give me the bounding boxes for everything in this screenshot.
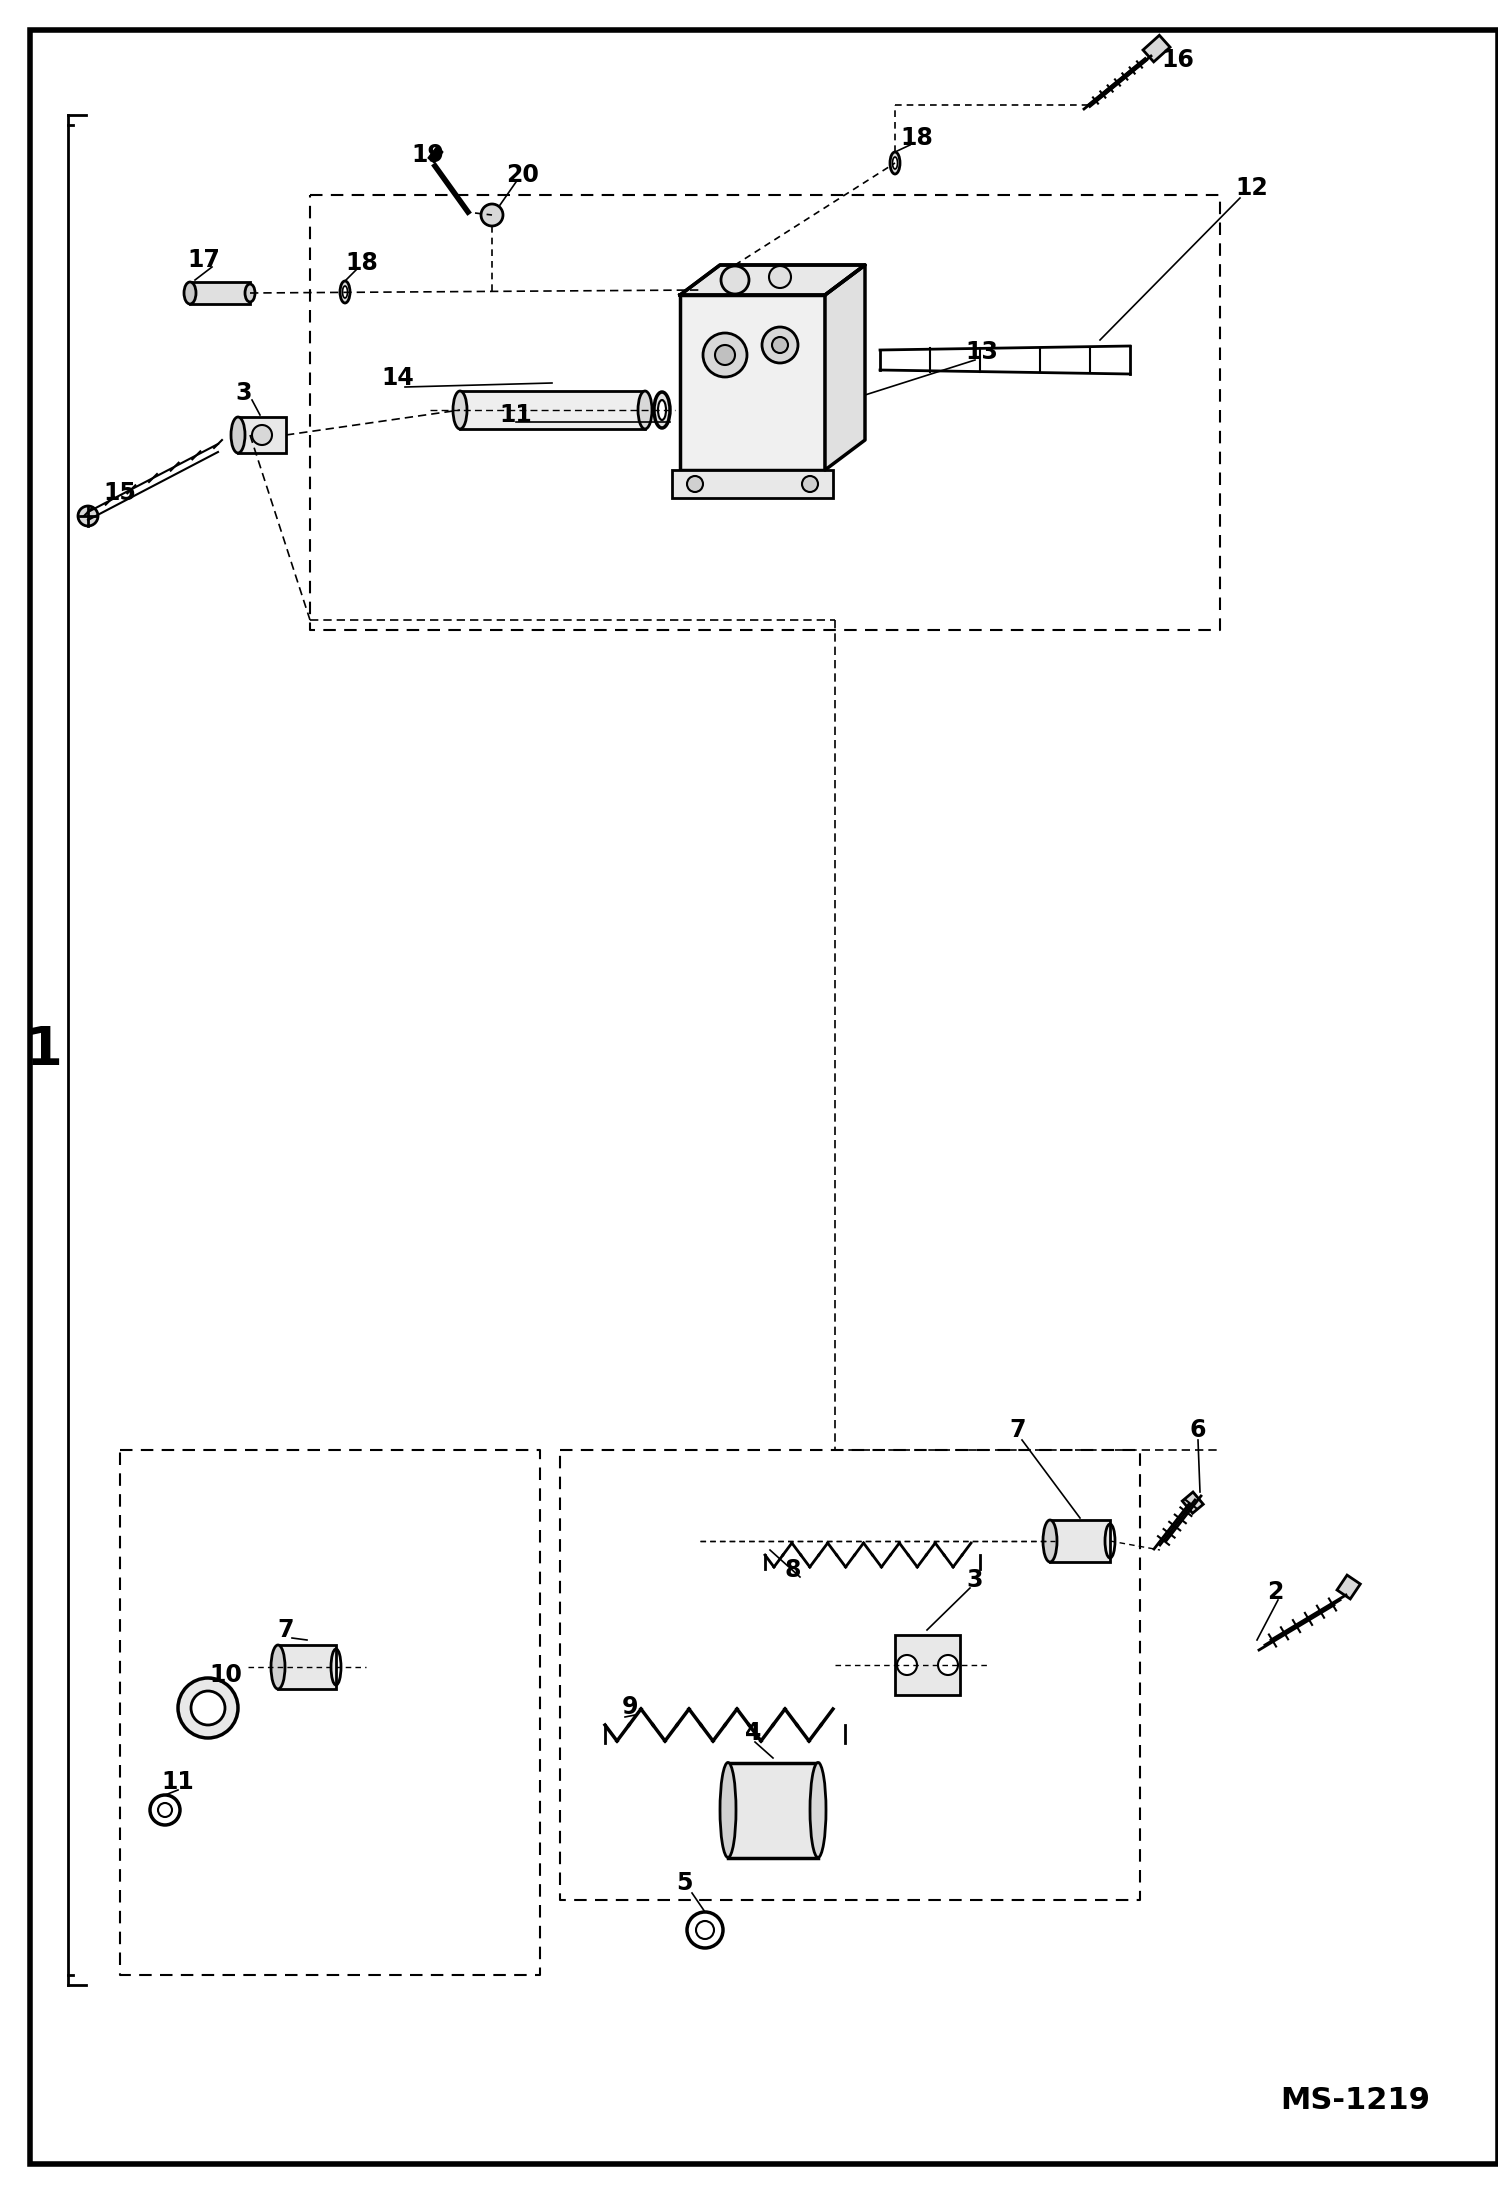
Text: 9: 9 [622, 1696, 638, 1720]
Bar [1050, 1520, 1110, 1562]
Ellipse shape [658, 399, 667, 419]
Ellipse shape [231, 417, 246, 452]
Text: 1: 1 [25, 1025, 63, 1075]
Polygon shape [825, 265, 864, 470]
Text: 18: 18 [346, 250, 379, 274]
Text: 6: 6 [1189, 1417, 1206, 1441]
Bar [680, 294, 825, 470]
Text: 17: 17 [187, 248, 220, 272]
Ellipse shape [721, 1762, 736, 1858]
Text: 18: 18 [900, 125, 933, 149]
Text: 11: 11 [162, 1771, 195, 1795]
Text: 10: 10 [210, 1663, 243, 1687]
Text: 13: 13 [966, 340, 999, 364]
Text: 19: 19 [412, 143, 445, 167]
Bar [279, 1646, 336, 1689]
Text: 3: 3 [235, 382, 252, 406]
Ellipse shape [1043, 1520, 1058, 1562]
Circle shape [762, 327, 798, 362]
Ellipse shape [890, 151, 900, 173]
Ellipse shape [246, 283, 255, 303]
Bar [1182, 1492, 1203, 1514]
Circle shape [715, 344, 736, 364]
Ellipse shape [184, 283, 196, 305]
Circle shape [897, 1654, 917, 1674]
Circle shape [688, 476, 703, 491]
Circle shape [703, 333, 748, 377]
Text: 12: 12 [1236, 176, 1269, 200]
Bar [673, 470, 833, 498]
Circle shape [801, 476, 818, 491]
Ellipse shape [810, 1762, 825, 1858]
Text: 8: 8 [785, 1558, 801, 1582]
Text: 2: 2 [1267, 1580, 1284, 1604]
Bar [428, 147, 443, 162]
Ellipse shape [893, 158, 897, 169]
Ellipse shape [638, 391, 652, 430]
Circle shape [178, 1678, 238, 1738]
Ellipse shape [271, 1646, 285, 1689]
Ellipse shape [343, 285, 348, 298]
Bar [1338, 1575, 1360, 1599]
Text: 7: 7 [277, 1617, 294, 1641]
Text: MS-1219: MS-1219 [1279, 2086, 1431, 2115]
Text: 3: 3 [966, 1569, 983, 1593]
Text: 15: 15 [103, 480, 136, 505]
Text: 7: 7 [1010, 1417, 1026, 1441]
Circle shape [771, 338, 788, 353]
Bar [190, 283, 250, 305]
Ellipse shape [655, 393, 670, 428]
Ellipse shape [452, 391, 467, 430]
Circle shape [721, 265, 749, 294]
Polygon shape [680, 265, 864, 294]
Circle shape [78, 507, 97, 527]
Circle shape [938, 1654, 959, 1674]
Circle shape [192, 1692, 225, 1724]
Bar [460, 391, 646, 430]
Ellipse shape [340, 281, 351, 303]
Circle shape [768, 265, 791, 287]
Text: 20: 20 [506, 162, 539, 186]
Text: 4: 4 [745, 1720, 761, 1744]
Text: 14: 14 [382, 366, 415, 391]
Text: 16: 16 [1161, 48, 1194, 72]
Text: 11: 11 [500, 404, 532, 428]
Bar [1143, 35, 1170, 61]
Bar [894, 1635, 960, 1696]
Circle shape [252, 426, 273, 445]
Text: 5: 5 [676, 1871, 692, 1896]
Bar [238, 417, 286, 452]
Bar [728, 1764, 818, 1858]
Circle shape [481, 204, 503, 226]
